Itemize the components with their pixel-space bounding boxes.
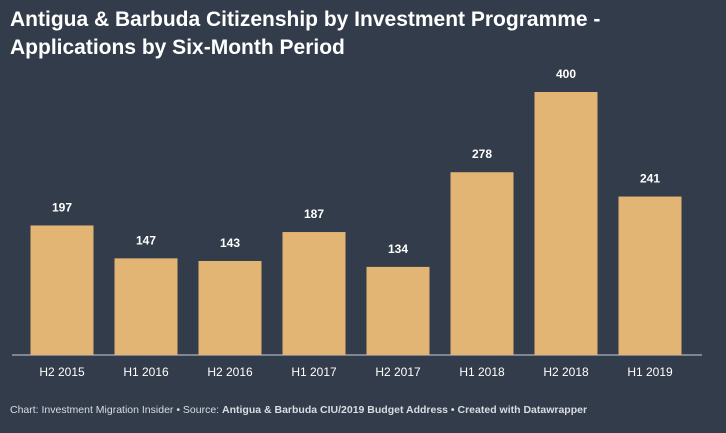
bar [450, 172, 514, 355]
bar [366, 266, 430, 355]
data-label: 197 [52, 200, 72, 214]
x-tick-label: H1 2019 [627, 365, 673, 379]
x-tick-label: H2 2017 [375, 365, 421, 379]
footer-source: Antigua & Barbuda CIU/2019 Budget Addres… [222, 404, 448, 416]
x-tick-label: H1 2016 [123, 365, 169, 379]
data-label: 241 [640, 172, 660, 186]
data-label: 143 [220, 236, 240, 250]
x-tick-label: H1 2017 [291, 365, 337, 379]
chart-title-line-1: Antigua & Barbuda Citizenship by Investm… [10, 8, 601, 31]
bar [30, 225, 94, 355]
chart-title: Antigua & Barbuda Citizenship by Investm… [10, 6, 710, 62]
bar [534, 92, 598, 355]
bar-chart: 197 H2 2015 147 H1 2016 143 H2 2016 187 H1 2017… [12, 67, 702, 379]
chart-title-line-2: Applications by Six-Month Period [10, 36, 345, 59]
x-tick-label: H2 2016 [207, 365, 253, 379]
bar [618, 196, 682, 355]
x-tick-label: H2 2015 [39, 365, 85, 379]
data-label: 400 [556, 67, 576, 81]
data-label: 134 [388, 242, 408, 256]
footer-credit: Chart: Investment Migration Insider • So… [10, 404, 223, 416]
bar [114, 258, 178, 355]
data-label: 187 [304, 207, 324, 221]
bar [198, 260, 262, 355]
data-label: 147 [136, 233, 156, 247]
chart-footer: Chart: Investment Migration Insider • So… [10, 404, 587, 416]
x-tick-label: H1 2018 [459, 365, 505, 379]
footer-datawrapper: • Created with Datawrapper [448, 404, 588, 416]
data-label: 278 [472, 147, 492, 161]
bar [282, 232, 346, 355]
x-tick-label: H2 2018 [543, 365, 589, 379]
